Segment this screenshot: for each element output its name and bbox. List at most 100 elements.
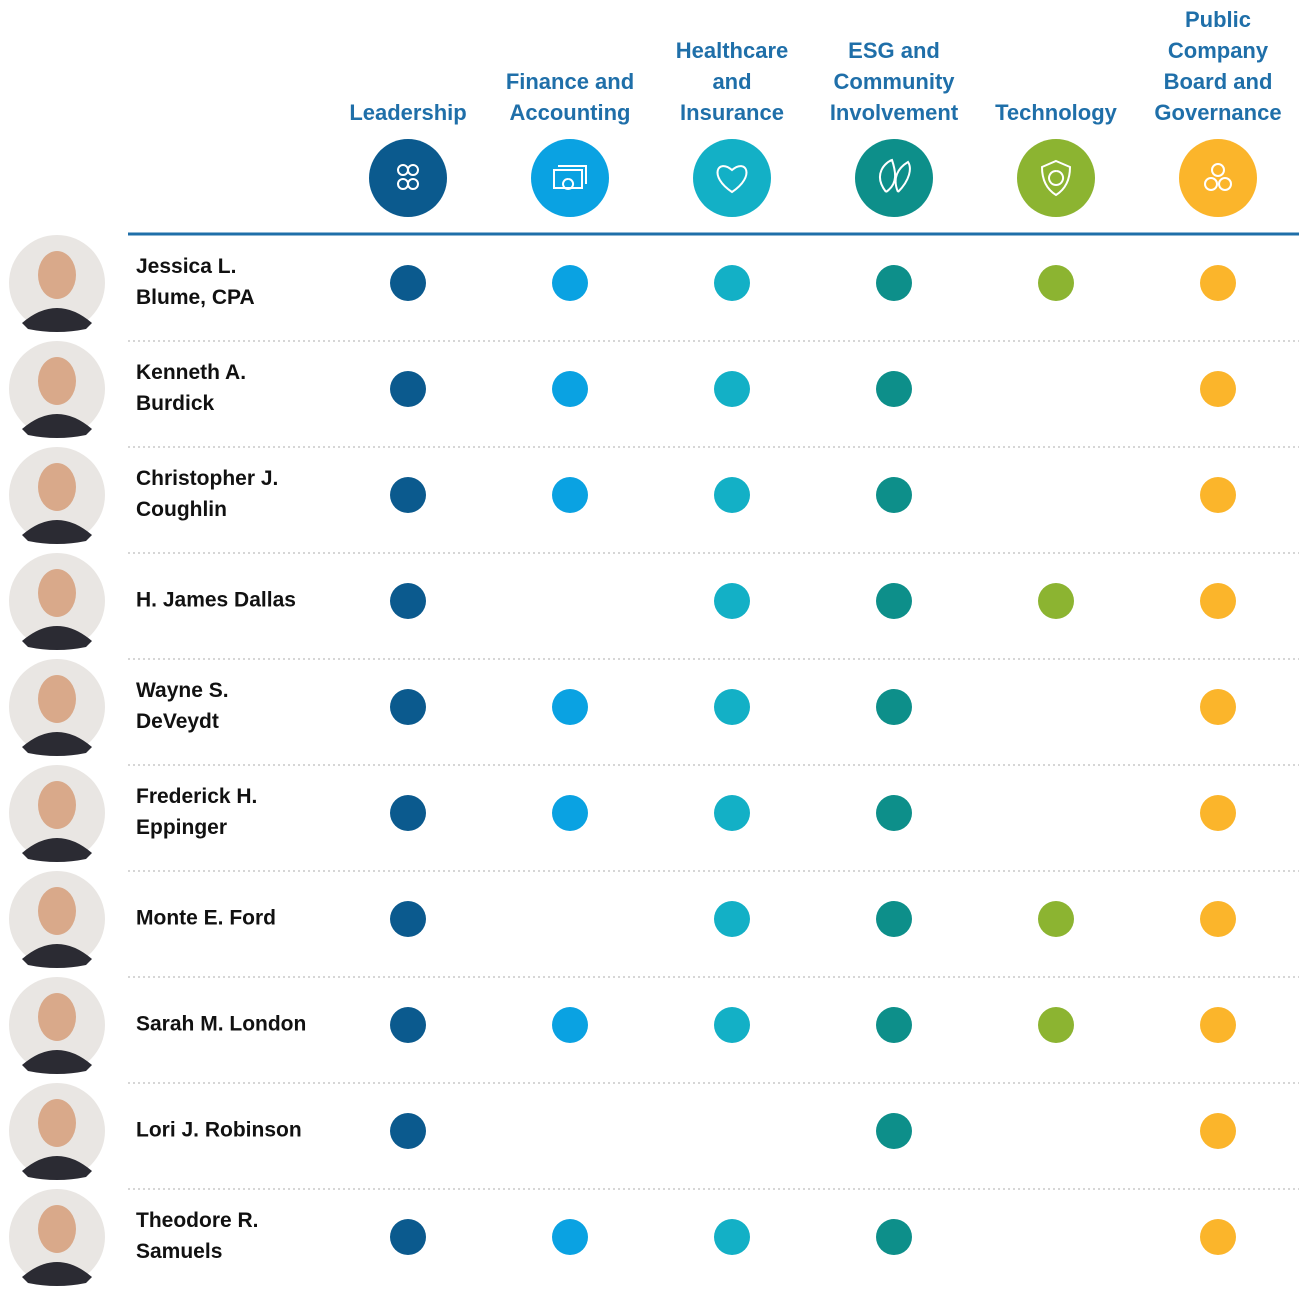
portrait-body xyxy=(22,308,92,332)
skill-dot xyxy=(1200,265,1236,301)
skill-dot xyxy=(1038,265,1074,301)
portrait-face xyxy=(38,251,76,299)
icon-glyph xyxy=(397,164,420,190)
skill-dot xyxy=(1200,371,1236,407)
column-header: Public xyxy=(1185,7,1251,32)
director-name: Kenneth A. xyxy=(136,361,246,384)
portrait-body xyxy=(22,1050,92,1074)
director-name: Wayne S. xyxy=(136,679,229,702)
column-header: Technology xyxy=(995,100,1118,125)
skill-dot xyxy=(552,689,588,725)
portrait-body xyxy=(22,1262,92,1286)
skill-dot xyxy=(390,795,426,831)
skill-dot xyxy=(714,1007,750,1043)
column-header: Healthcare xyxy=(676,38,789,63)
skill-dot xyxy=(876,1113,912,1149)
skill-dot xyxy=(390,477,426,513)
portrait-face xyxy=(38,887,76,935)
column-header: Insurance xyxy=(680,100,784,125)
portrait-face xyxy=(38,357,76,405)
skill-dot xyxy=(876,689,912,725)
director-name: Lori J. Robinson xyxy=(136,1119,302,1142)
skill-dot xyxy=(552,1007,588,1043)
skill-dot xyxy=(714,265,750,301)
skill-dot xyxy=(1038,1007,1074,1043)
director-name: Coughlin xyxy=(136,498,227,521)
director-name: H. James Dallas xyxy=(136,589,296,612)
skill-dot xyxy=(876,795,912,831)
category-icon xyxy=(1179,139,1257,217)
column-header: Community xyxy=(834,69,956,94)
skill-dot xyxy=(552,265,588,301)
skill-dot xyxy=(1200,795,1236,831)
skill-dot xyxy=(876,583,912,619)
skill-dot xyxy=(390,901,426,937)
column-header: Finance and xyxy=(506,69,634,94)
skill-dot xyxy=(390,1219,426,1255)
column-header: Involvement xyxy=(830,100,959,125)
column-header: and xyxy=(712,69,751,94)
skill-dot xyxy=(390,1007,426,1043)
director-name: Theodore R. xyxy=(136,1209,259,1232)
portrait-body xyxy=(22,1156,92,1180)
skill-dot xyxy=(1200,1219,1236,1255)
skill-dot xyxy=(552,477,588,513)
portrait-body xyxy=(22,944,92,968)
director-name: Jessica L. xyxy=(136,255,236,278)
director-name: DeVeydt xyxy=(136,710,219,733)
column-header: Leadership xyxy=(349,100,466,125)
portrait-face xyxy=(38,781,76,829)
skill-dot xyxy=(1200,477,1236,513)
portrait-body xyxy=(22,626,92,650)
skill-dot xyxy=(390,583,426,619)
skill-dot xyxy=(876,901,912,937)
portrait-body xyxy=(22,414,92,438)
portrait-face xyxy=(38,463,76,511)
skill-dot xyxy=(552,1219,588,1255)
category-icon xyxy=(1017,139,1095,217)
portrait-face xyxy=(38,1205,76,1253)
portrait-face xyxy=(38,675,76,723)
portrait-body xyxy=(22,838,92,862)
icon-glyph xyxy=(716,165,748,194)
column-header: ESG and xyxy=(848,38,940,63)
skill-dot xyxy=(876,371,912,407)
skill-dot xyxy=(876,1219,912,1255)
skill-dot xyxy=(714,689,750,725)
portrait-body xyxy=(22,520,92,544)
skill-dot xyxy=(876,265,912,301)
skill-dot xyxy=(390,371,426,407)
skill-dot xyxy=(714,1219,750,1255)
skill-dot xyxy=(1200,689,1236,725)
skill-dot xyxy=(1200,1113,1236,1149)
column-header: Company xyxy=(1168,38,1269,63)
skill-dot xyxy=(1200,583,1236,619)
icon-glyph xyxy=(879,158,911,193)
skill-dot xyxy=(390,1113,426,1149)
icon-glyph xyxy=(553,165,587,190)
skill-dot xyxy=(714,795,750,831)
portrait-face xyxy=(38,993,76,1041)
icon-glyph xyxy=(1040,159,1072,197)
column-header: Governance xyxy=(1154,100,1281,125)
skill-dot xyxy=(552,371,588,407)
skill-dot xyxy=(1200,901,1236,937)
skill-dot xyxy=(714,901,750,937)
director-name: Frederick H. xyxy=(136,785,257,808)
skill-dot xyxy=(714,371,750,407)
portrait-face xyxy=(38,1099,76,1147)
skill-dot xyxy=(1200,1007,1236,1043)
skill-dot xyxy=(714,477,750,513)
category-icon xyxy=(693,139,771,217)
director-name: Christopher J. xyxy=(136,467,278,490)
portrait-face xyxy=(38,569,76,617)
director-name: Eppinger xyxy=(136,816,227,839)
director-name: Sarah M. London xyxy=(136,1013,306,1036)
column-header: Accounting xyxy=(510,100,631,125)
portrait-body xyxy=(22,732,92,756)
skill-dot xyxy=(390,689,426,725)
director-name: Burdick xyxy=(136,392,215,415)
skill-dot xyxy=(714,583,750,619)
category-icon xyxy=(531,139,609,217)
